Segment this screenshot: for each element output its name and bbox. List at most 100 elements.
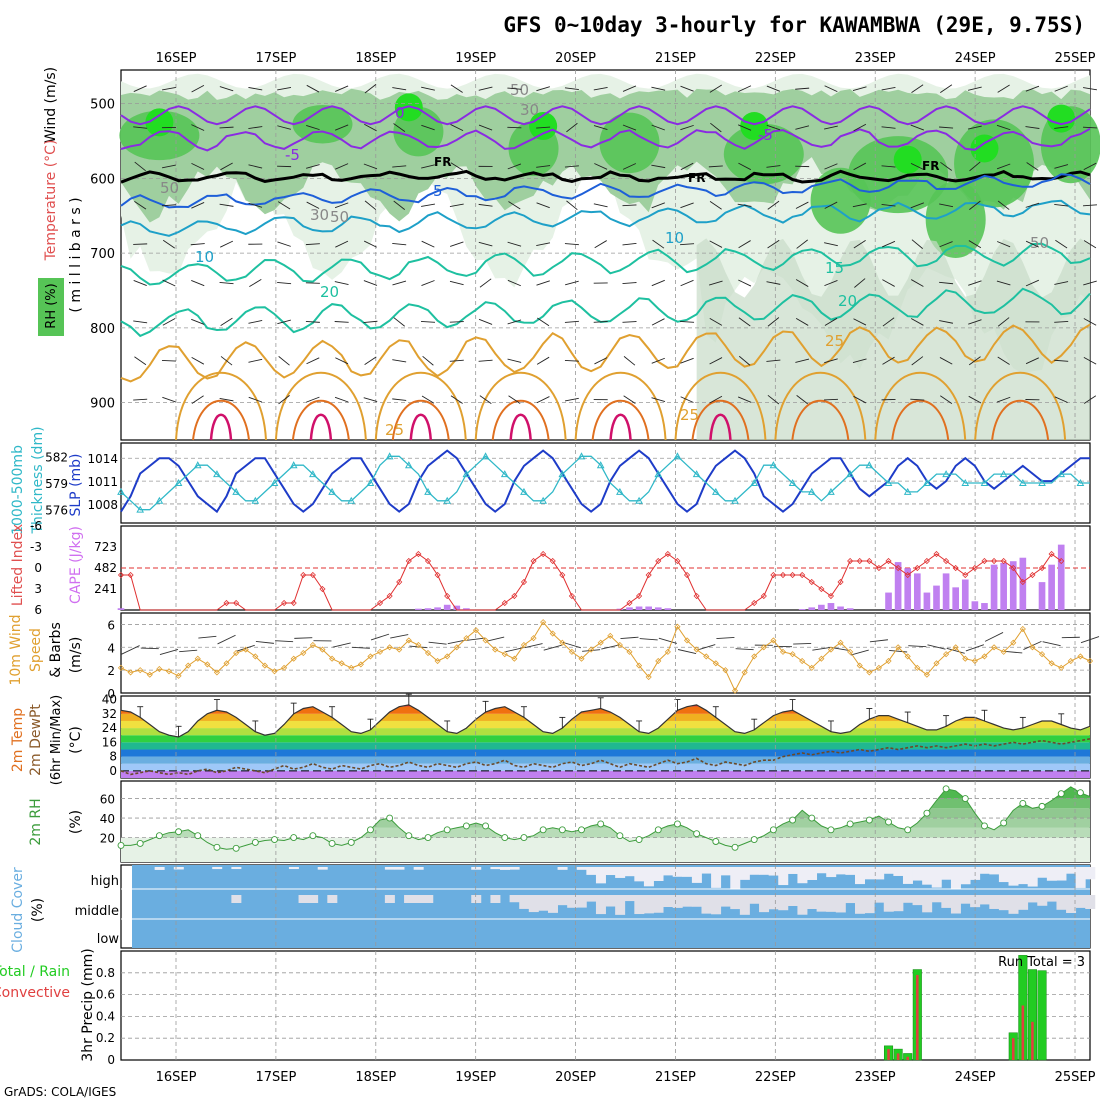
wind-barb	[795, 279, 809, 287]
wind-barb	[305, 320, 320, 323]
wind-barb-10m	[370, 633, 390, 641]
wind-barb	[738, 279, 752, 287]
wind-barb	[593, 87, 608, 91]
wind-speed-marker	[233, 649, 240, 657]
cloud-high	[720, 867, 731, 876]
contour-label: 50	[160, 179, 179, 197]
wind-speed-marker	[386, 644, 393, 651]
lifted-index-marker	[990, 557, 998, 565]
wind-speed-marker	[1048, 660, 1055, 667]
temp-contour	[120, 169, 1091, 184]
wind-barb-10m	[658, 637, 677, 644]
wind-barb	[564, 359, 579, 362]
temp-y-tick: 0	[109, 764, 117, 778]
wind-speed-marker	[424, 649, 432, 657]
rh-blob-bright	[394, 93, 423, 122]
cloud-middle	[950, 895, 961, 914]
cloud-middle	[519, 895, 530, 909]
wind-speed-marker	[751, 653, 758, 660]
cape-bar	[961, 579, 969, 610]
warm-dome-contour	[791, 399, 850, 441]
wind-barb	[795, 125, 810, 130]
wind-barb	[161, 360, 176, 362]
wind-barb	[478, 241, 493, 247]
wind-barb	[680, 396, 694, 403]
temp-contour	[120, 323, 1091, 383]
wind-speed-marker	[530, 635, 537, 642]
wind-barb	[824, 242, 838, 247]
thickness-y-tick: 582	[45, 450, 68, 464]
cloud-middle	[308, 895, 319, 903]
cloud-middle	[528, 895, 539, 913]
rh-band	[121, 827, 1090, 838]
wind-barb	[623, 395, 636, 404]
lifted-y-tick: -6	[30, 519, 42, 533]
rh-marker	[789, 816, 797, 824]
wind-barb	[191, 356, 205, 365]
temp-y-tick: 24	[102, 721, 117, 735]
lifted-index-marker	[885, 557, 892, 565]
wind-speed-marker	[655, 657, 662, 665]
wind-barb	[1025, 240, 1039, 248]
cloud-high	[490, 867, 501, 870]
cape-bar	[645, 606, 652, 610]
wind-barb	[622, 85, 637, 92]
wind-barb	[997, 241, 1011, 248]
wind-barb-10m	[946, 647, 965, 654]
temp-contour	[120, 199, 1091, 237]
rh-marker	[251, 839, 259, 846]
slp-y-tick: 1014	[87, 452, 118, 466]
wind-barb	[421, 124, 435, 131]
wind-barb-10m	[543, 644, 562, 651]
wind-barb	[882, 356, 895, 365]
wind-barb	[1083, 87, 1097, 91]
wind-speed-marker	[789, 651, 796, 658]
rh-2m-panel: 60 40 20 2m RH (%)	[28, 780, 1091, 863]
cape-bar	[1019, 557, 1027, 610]
wind-barb	[969, 200, 981, 210]
cloud-middle	[1037, 895, 1048, 906]
cloud-high	[768, 867, 779, 876]
wind-barb-10m	[447, 639, 466, 645]
wind-barb	[220, 317, 233, 327]
wind-speed-marker	[645, 673, 652, 681]
wind-barb	[450, 162, 463, 171]
cloud-high	[912, 867, 923, 881]
wind-barb	[651, 86, 666, 91]
cloud-high	[384, 867, 395, 870]
lifted-index-marker	[914, 564, 921, 572]
cloud-high	[691, 867, 702, 883]
cape-bar	[453, 605, 461, 610]
slp-thickness-panel: 1014 1011 1008 582 579 576 1000-500mb Thickness…	[10, 426, 1091, 535]
wind-speed-marker	[885, 657, 892, 665]
cloud-high	[317, 867, 328, 870]
wind-speed-marker	[914, 664, 921, 671]
cloud-middle	[672, 895, 683, 908]
wind-speed-marker	[415, 641, 422, 649]
lifted-index-marker	[847, 557, 854, 565]
wind-barb	[1055, 239, 1068, 249]
cloud-middle	[979, 895, 990, 905]
wind-barb	[248, 87, 263, 91]
wind-barb	[852, 86, 867, 91]
cape-bar	[117, 608, 125, 610]
lifted-index-marker	[501, 599, 508, 607]
wind-barb	[824, 280, 838, 287]
warm-dome-contour	[891, 399, 950, 441]
wind-speed-marker	[405, 637, 412, 644]
wind-barb	[737, 203, 752, 207]
wind-speed-marker	[607, 632, 614, 639]
wind-barb	[220, 356, 233, 366]
cloud-high	[212, 867, 223, 870]
wind-speed-marker	[674, 623, 681, 630]
wind-barb	[191, 279, 205, 287]
wind-barb	[853, 318, 867, 326]
wind-barb	[335, 240, 349, 248]
cloud-high	[941, 867, 952, 880]
lifted-index-marker	[962, 571, 969, 579]
wind-barb	[967, 86, 982, 91]
wind-speed-marker	[731, 687, 739, 694]
wind-barb	[335, 85, 349, 92]
cloud-high	[979, 867, 990, 874]
cape-bar	[1057, 544, 1065, 610]
